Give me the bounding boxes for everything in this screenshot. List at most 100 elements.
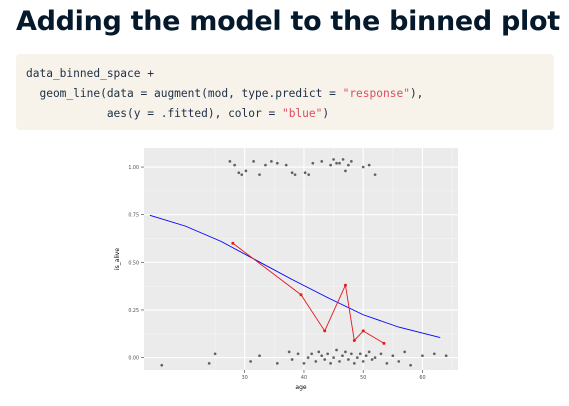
data-point bbox=[373, 356, 377, 359]
data-point bbox=[303, 171, 307, 175]
data-point bbox=[252, 159, 255, 163]
data-point bbox=[290, 171, 294, 175]
data-point bbox=[364, 354, 368, 358]
code-line-1: data_binned_space + bbox=[26, 64, 554, 84]
y-tick-label: 0.00 bbox=[128, 356, 139, 362]
data-point bbox=[338, 161, 341, 165]
data-point bbox=[385, 361, 389, 365]
code-string: "response" bbox=[342, 87, 410, 100]
data-point bbox=[290, 358, 294, 361]
data-point bbox=[367, 163, 371, 167]
data-point bbox=[358, 352, 362, 356]
data-point bbox=[213, 352, 217, 356]
data-point bbox=[311, 161, 315, 165]
binned-point bbox=[352, 338, 356, 342]
data-point bbox=[344, 169, 347, 173]
data-point bbox=[391, 354, 395, 358]
data-point bbox=[361, 360, 365, 363]
plot-panel bbox=[144, 148, 458, 370]
x-axis-title: age bbox=[295, 384, 306, 391]
data-point bbox=[329, 361, 332, 365]
data-point bbox=[264, 163, 267, 167]
data-point bbox=[302, 361, 306, 365]
data-point bbox=[329, 163, 332, 167]
data-point bbox=[293, 173, 297, 177]
data-point bbox=[332, 158, 335, 161]
data-point bbox=[361, 165, 365, 169]
data-point bbox=[335, 161, 338, 165]
y-tick-label: 0.75 bbox=[128, 213, 139, 219]
fitted-line bbox=[149, 214, 441, 339]
code-text: ) bbox=[322, 107, 330, 120]
code-text: geom_line(data = augment(mod, type.predi… bbox=[26, 87, 343, 100]
code-line-3: aes(y = .fitted), color = "blue") bbox=[26, 104, 554, 124]
data-point bbox=[320, 354, 324, 358]
binned-point bbox=[231, 241, 235, 245]
data-point bbox=[323, 358, 327, 361]
data-point bbox=[237, 171, 241, 175]
code-string: "blue" bbox=[281, 107, 323, 120]
data-point bbox=[352, 361, 356, 365]
y-tick-label: 0.50 bbox=[128, 260, 139, 266]
data-point bbox=[244, 169, 248, 173]
binned-plot-chart: 0.00 0.25 0.50 0.75 1.00 30 40 50 60 age is_alive bbox=[114, 148, 458, 391]
code-text: ), bbox=[409, 87, 424, 100]
data-point bbox=[320, 159, 324, 163]
data-point bbox=[432, 352, 436, 356]
binned-point bbox=[382, 341, 386, 345]
data-point bbox=[287, 350, 291, 354]
data-point bbox=[350, 352, 353, 356]
data-point bbox=[275, 361, 279, 365]
data-point bbox=[314, 360, 318, 363]
y-tick-label: 0.25 bbox=[128, 308, 139, 314]
data-point bbox=[373, 173, 377, 177]
binned-point bbox=[323, 329, 327, 333]
code-line-2: geom_line(data = augment(mod, type.predi… bbox=[26, 84, 554, 104]
data-point bbox=[421, 354, 424, 358]
data-point bbox=[332, 356, 335, 359]
data-point bbox=[355, 356, 359, 359]
data-point bbox=[326, 352, 330, 356]
binned-point bbox=[361, 329, 365, 333]
data-point bbox=[228, 159, 232, 163]
data-point bbox=[347, 358, 350, 361]
data-point bbox=[306, 356, 310, 359]
data-point bbox=[350, 159, 353, 163]
code-text: aes(y = .fitted), color = bbox=[26, 107, 282, 120]
data-point bbox=[379, 352, 383, 356]
data-point bbox=[347, 163, 350, 167]
data-point bbox=[296, 352, 300, 356]
code-block: data_binned_space + geom_line(data = aug… bbox=[16, 54, 554, 130]
data-point bbox=[233, 163, 236, 167]
data-point bbox=[270, 159, 273, 163]
data-point bbox=[207, 361, 211, 365]
slide-title: Adding the model to the binned plot bbox=[16, 6, 560, 37]
x-tick-label: 60 bbox=[419, 375, 425, 381]
data-point bbox=[317, 350, 321, 354]
data-point bbox=[409, 363, 412, 367]
data-point bbox=[240, 173, 244, 177]
data-point bbox=[341, 158, 345, 161]
x-tick-label: 50 bbox=[360, 375, 366, 381]
data-point bbox=[403, 350, 407, 354]
data-point bbox=[335, 348, 338, 352]
data-point bbox=[160, 363, 164, 367]
data-point bbox=[258, 354, 261, 358]
code-text: data_binned_space + bbox=[26, 67, 154, 80]
data-point bbox=[258, 173, 261, 177]
data-point bbox=[284, 163, 288, 167]
data-point bbox=[370, 358, 374, 361]
data-point bbox=[338, 360, 341, 363]
x-tick-label: 30 bbox=[242, 375, 248, 381]
y-tick-label: 1.00 bbox=[128, 165, 139, 171]
data-point bbox=[275, 161, 279, 165]
data-point bbox=[344, 350, 347, 354]
data-point bbox=[307, 173, 311, 177]
data-point bbox=[367, 350, 371, 354]
binned-point bbox=[343, 283, 347, 287]
data-point bbox=[444, 354, 448, 358]
data-point bbox=[341, 354, 344, 358]
binned-point bbox=[299, 293, 303, 297]
y-axis-title: is_alive bbox=[114, 248, 121, 270]
x-tick-label: 40 bbox=[301, 375, 307, 381]
